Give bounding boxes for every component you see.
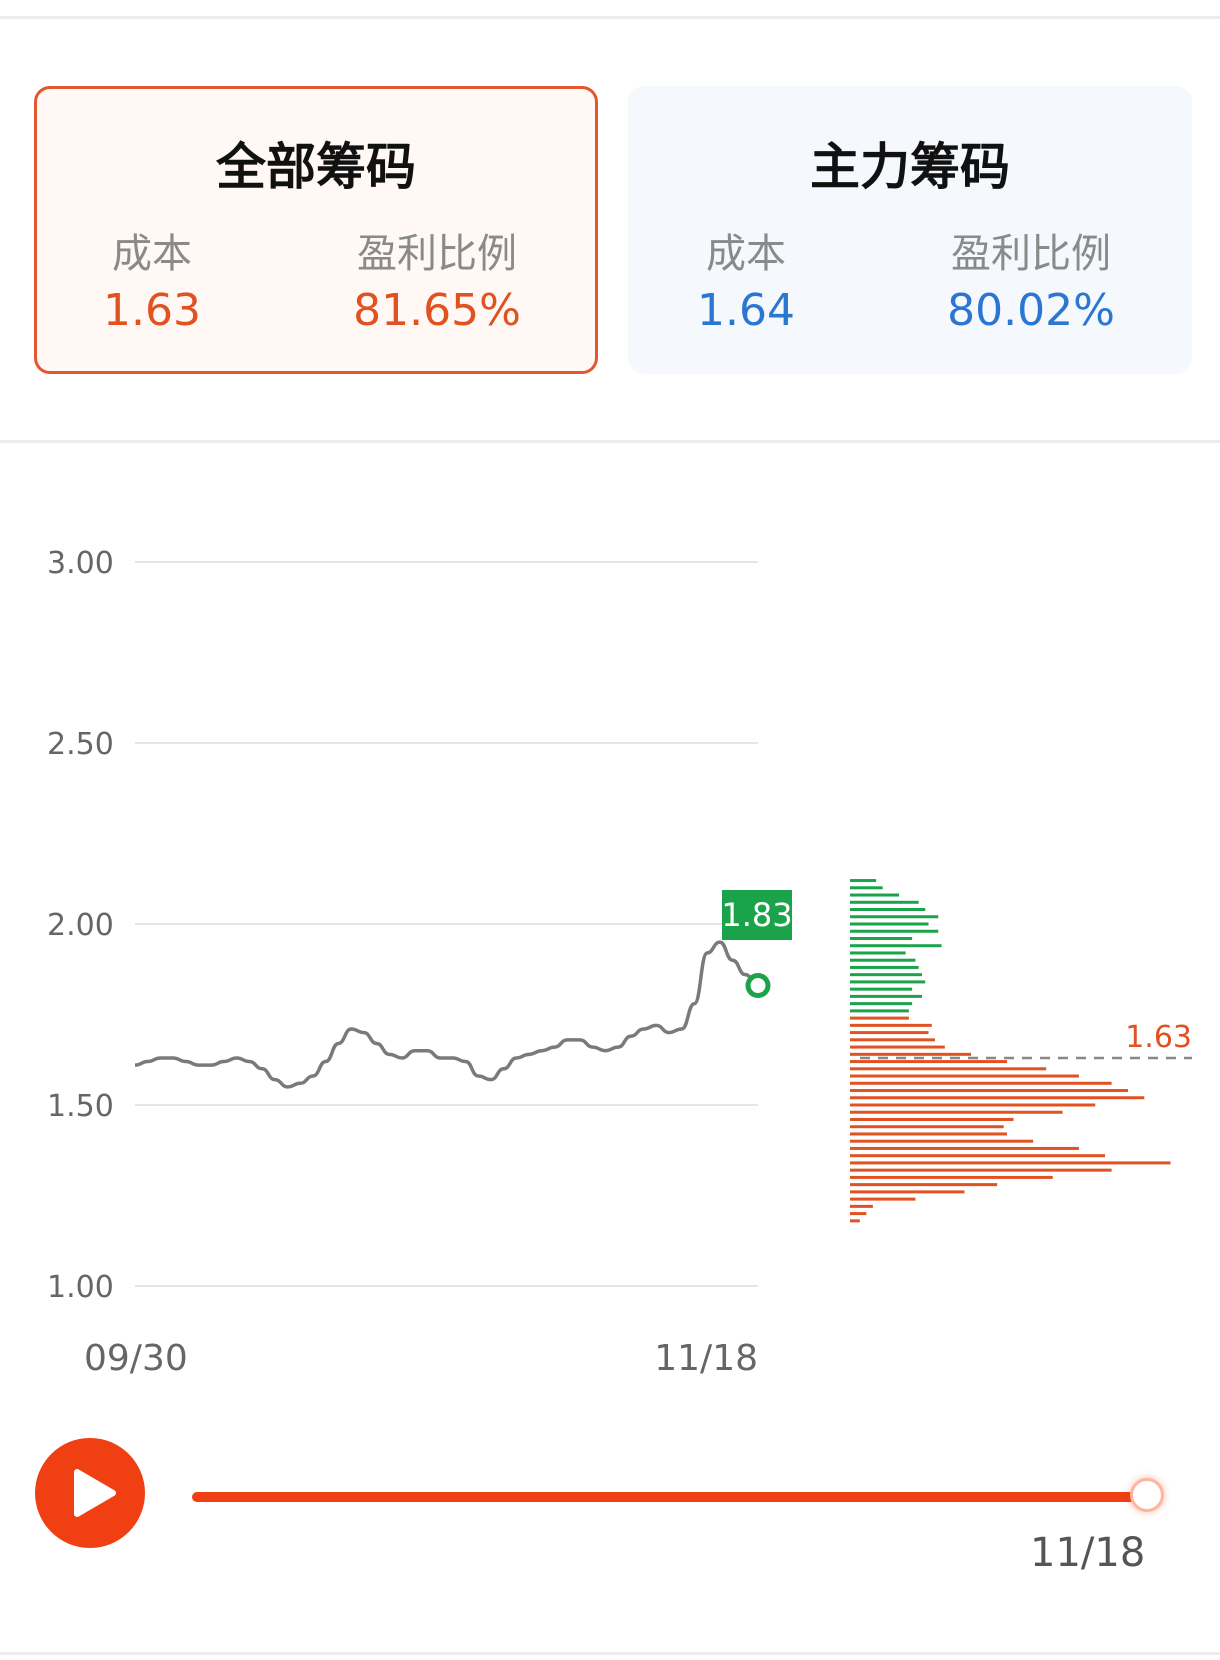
chip-bar xyxy=(850,987,913,991)
chip-bar xyxy=(850,1023,932,1027)
chip-bar xyxy=(850,1146,1079,1150)
price-line xyxy=(134,940,759,1089)
play-icon xyxy=(74,1469,116,1517)
card-all-profit-label: 盈利比例 xyxy=(357,231,517,277)
bottom-divider xyxy=(0,1652,1220,1655)
chip-bar xyxy=(850,1168,1112,1172)
y-tick-label: 2.50 xyxy=(47,727,114,762)
card-main-chips[interactable]: 主力筹码 成本 盈利比例 1.64 80.02% xyxy=(628,86,1192,374)
chip-bar xyxy=(850,1052,971,1056)
y-tick-label: 1.50 xyxy=(47,1089,114,1124)
chip-bar xyxy=(850,958,916,962)
card-main-cost-label: 成本 xyxy=(706,231,786,277)
cost-line-label: 1.63 xyxy=(1125,1020,1192,1055)
card-main-profit-value: 80.02% xyxy=(947,285,1115,336)
chip-bar xyxy=(850,1067,1047,1071)
x-tick-label: 09/30 xyxy=(84,1338,188,1379)
chip-bar xyxy=(850,1132,1007,1136)
card-main-profit-label: 盈利比例 xyxy=(951,231,1111,277)
y-tick-label: 3.00 xyxy=(47,546,114,581)
timeline-progress xyxy=(192,1492,1147,1502)
chip-bar xyxy=(850,1204,873,1208)
chip-bar xyxy=(850,1212,867,1216)
chip-bar xyxy=(850,929,939,933)
y-tick-label: 2.00 xyxy=(47,908,114,943)
chip-bar xyxy=(850,1190,965,1194)
chip-bar xyxy=(850,965,919,969)
card-all-profit-value: 81.65% xyxy=(353,285,521,336)
chip-bar xyxy=(850,1081,1112,1085)
chip-bar xyxy=(850,900,919,904)
timeline-thumb[interactable] xyxy=(1130,1478,1164,1512)
chip-bar xyxy=(850,1154,1106,1158)
chip-bar xyxy=(850,1139,1034,1143)
chip-bar xyxy=(850,1175,1053,1179)
chip-bar xyxy=(850,1016,909,1020)
chip-bar xyxy=(850,1219,860,1223)
chip-bar xyxy=(850,908,926,912)
chip-bar xyxy=(850,893,900,897)
chip-bar xyxy=(850,1045,945,1049)
chip-bar xyxy=(850,936,913,940)
chip-bar xyxy=(850,915,939,919)
card-main-cost-value: 1.64 xyxy=(697,285,795,336)
last-price-label: 1.83 xyxy=(721,896,792,934)
chip-bar xyxy=(850,951,906,955)
last-price-point xyxy=(745,973,771,999)
chip-bar xyxy=(850,994,922,998)
chip-bar xyxy=(850,886,883,890)
chip-bar xyxy=(850,1125,1004,1129)
chip-bar xyxy=(850,944,942,948)
chip-bar xyxy=(850,1074,1079,1078)
chip-bar xyxy=(850,879,877,883)
chip-bar xyxy=(850,980,926,984)
card-all-title: 全部筹码 xyxy=(216,138,416,196)
card-all-cost-value: 1.63 xyxy=(103,285,201,336)
chip-bar xyxy=(850,973,922,977)
chip-bar xyxy=(850,922,929,926)
card-main-title: 主力筹码 xyxy=(810,138,1010,196)
timeline-date: 11/18 xyxy=(1030,1530,1146,1576)
chip-bar xyxy=(850,1110,1063,1114)
chip-bar xyxy=(850,1009,909,1013)
chip-bar xyxy=(850,1183,998,1187)
chip-bar xyxy=(850,1197,916,1201)
chip-bar xyxy=(850,1031,929,1035)
section-divider xyxy=(0,440,1220,443)
x-tick-label: 11/18 xyxy=(654,1338,758,1379)
card-all-cost-label: 成本 xyxy=(112,231,192,277)
chip-bar xyxy=(850,1089,1128,1093)
card-all-chips[interactable]: 全部筹码 成本 盈利比例 1.63 81.65% xyxy=(34,86,598,374)
chip-bar xyxy=(850,1103,1096,1107)
chip-bar xyxy=(850,1117,1014,1121)
chip-bar xyxy=(850,1060,1007,1064)
last-price-badge xyxy=(722,890,792,940)
price-chip-chart[interactable]: 3.00 2.50 2.00 1.50 1.00 09/30 11/18 1.83 1.63 xyxy=(0,440,1220,1400)
chip-bar xyxy=(850,1002,913,1006)
top-divider xyxy=(0,16,1220,19)
chip-bar xyxy=(850,1038,936,1042)
y-tick-label: 1.00 xyxy=(47,1270,114,1305)
chip-bar xyxy=(850,1161,1171,1165)
play-button[interactable] xyxy=(35,1438,145,1548)
chip-bar xyxy=(850,1096,1145,1100)
timeline-track[interactable] xyxy=(192,1492,1147,1502)
